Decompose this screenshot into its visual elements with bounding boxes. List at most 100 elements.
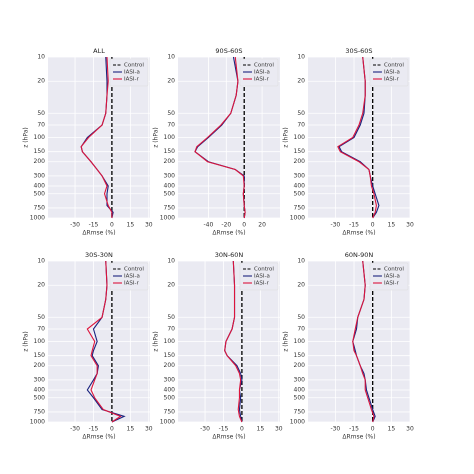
x-tick-label: 15 [127,222,135,229]
y-axis-label: z (hPa) [153,331,160,352]
x-tick-label: 0 [242,222,246,229]
y-tick-label: 200 [294,158,306,165]
y-tick-label: 20 [167,282,175,289]
series-line [80,56,113,218]
y-tick-label: 70 [167,326,175,333]
title: 30N-60N [215,251,244,259]
legend-label: IASI-a [254,70,270,76]
y-tick-label: 10 [37,258,45,265]
x-tick-label: -20 [221,222,231,229]
y-tick-label: 500 [294,394,306,401]
y-tick-label: 10 [297,54,305,61]
y-axis-label: z (hPa) [153,127,160,148]
x-axis-label: ΔRmse (%) [82,230,115,237]
legend-label: Control [384,267,404,273]
y-tick-label: 100 [164,134,176,141]
y-tick-label: 70 [37,122,45,129]
y-tick-label: 200 [164,158,176,165]
y-axis-label: z (hPa) [283,331,290,352]
y-tick-label: 150 [294,352,306,359]
title: 60N-90N [345,251,374,259]
x-tick-label: -30 [330,222,340,229]
x-tick-label: -40 [204,222,214,229]
legend-label: IASI-r [254,281,269,287]
y-tick-label: 500 [294,190,306,197]
y-tick-label: 300 [34,172,46,179]
y-tick-label: 50 [167,110,175,117]
y-tick-label: 20 [37,282,45,289]
series-line [194,56,246,219]
y-tick-label: 750 [164,204,176,211]
y-tick-label: 400 [164,386,176,393]
y-tick-label: 1000 [290,215,305,222]
y-tick-label: 20 [297,282,305,289]
y-tick-label: 300 [34,376,46,383]
y-tick-label: 750 [34,204,46,211]
y-tick-label: 20 [37,78,45,85]
legend-label: IASI-a [384,274,400,280]
legend-label: Control [254,267,274,273]
x-tick-label: 0 [371,222,375,229]
y-tick-label: 200 [294,362,306,369]
y-tick-label: 300 [294,172,306,179]
x-tick-label: 15 [388,222,396,229]
x-tick-label: 30 [145,426,153,433]
x-axis-label: ΔRmse (%) [212,434,245,441]
legend-label: IASI-r [254,77,269,83]
title: 90S-60S [215,47,242,55]
y-tick-label: 70 [297,326,305,333]
y-tick-label: 300 [294,376,306,383]
x-axis-label: ΔRmse (%) [342,230,375,237]
title: 30S-30N [85,251,113,259]
x-tick-label: 0 [110,222,114,229]
y-tick-label: 100 [34,338,46,345]
x-tick-label: 30 [406,222,414,229]
y-tick-label: 150 [294,148,306,155]
x-tick-label: 0 [110,426,114,433]
y-tick-label: 750 [294,204,306,211]
x-tick-label: 0 [371,426,375,433]
x-tick-label: 0 [240,426,244,433]
y-tick-label: 400 [34,386,46,393]
y-tick-label: 500 [164,394,176,401]
y-tick-label: 20 [167,78,175,85]
y-tick-label: 10 [297,258,305,265]
y-tick-label: 70 [37,326,45,333]
x-tick-label: 15 [127,426,135,433]
y-tick-label: 100 [164,338,176,345]
y-tick-label: 1000 [30,215,45,222]
x-tick-label: 30 [275,426,283,433]
y-tick-label: 50 [37,314,45,321]
y-tick-label: 750 [294,408,306,415]
y-tick-label: 70 [297,122,305,129]
legend-label: Control [254,63,274,69]
y-tick-label: 400 [294,182,306,189]
y-tick-label: 50 [297,110,305,117]
legend-label: IASI-a [124,70,140,76]
title: ALL [93,47,105,55]
x-tick-label: -15 [89,426,99,433]
y-tick-label: 70 [167,122,175,129]
legend-label: IASI-a [254,274,270,280]
y-tick-label: 200 [34,362,46,369]
y-tick-label: 20 [297,78,305,85]
x-tick-label: 15 [388,426,396,433]
y-tick-label: 750 [164,408,176,415]
y-tick-label: 400 [34,182,46,189]
y-tick-label: 100 [34,134,46,141]
y-tick-label: 150 [164,352,176,359]
y-tick-label: 500 [164,190,176,197]
legend-label: Control [384,63,404,69]
x-tick-label: -30 [70,426,80,433]
x-axis-label: ΔRmse (%) [342,434,375,441]
legend-label: IASI-r [384,281,399,287]
y-tick-label: 300 [164,172,176,179]
y-tick-label: 50 [37,110,45,117]
legend-label: IASI-a [124,274,140,280]
series-line [86,260,122,423]
title: 30S-60S [345,47,372,55]
y-tick-label: 10 [167,258,175,265]
y-tick-label: 50 [167,314,175,321]
series-line [338,56,380,219]
